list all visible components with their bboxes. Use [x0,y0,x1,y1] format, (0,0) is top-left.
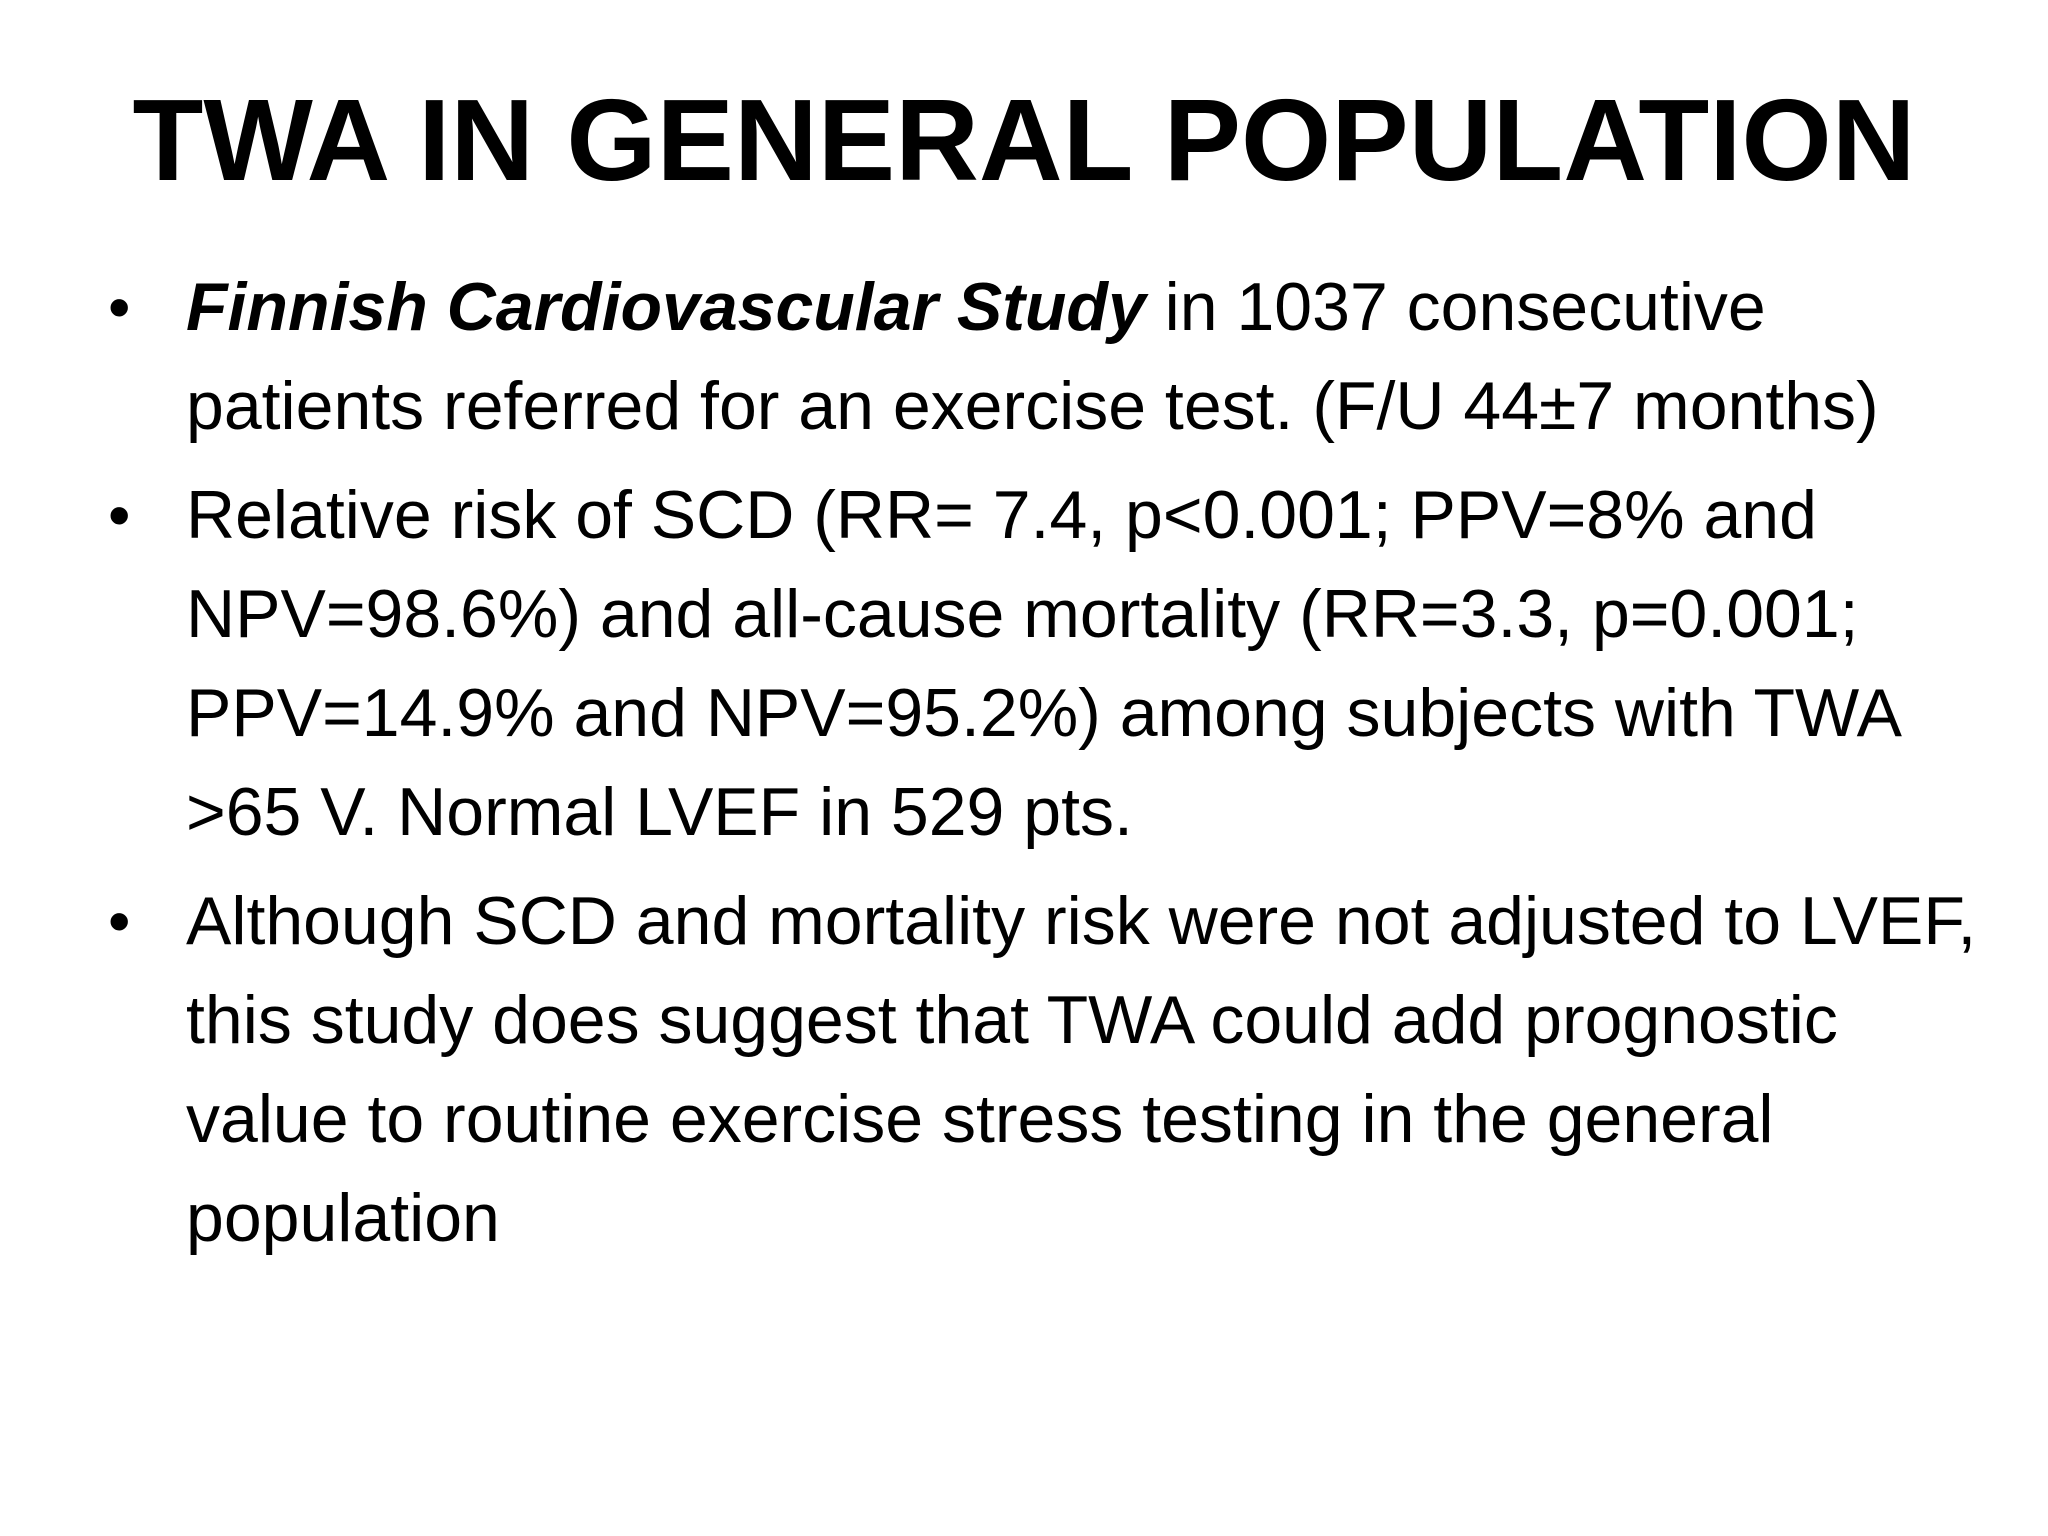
bullet-item-1: • Finnish Cardiovascular Study in 1037 c… [108,258,1988,456]
bullet-list: • Finnish Cardiovascular Study in 1037 c… [108,258,1988,1278]
bullet-item-3: • Although SCD and mortality risk were n… [108,872,1988,1268]
bullet-dot-icon: • [108,885,131,957]
slide-title: TWA IN GENERAL POPULATION [132,75,1916,205]
study-name: Finnish Cardiovascular Study [186,269,1146,345]
bullet-dot-icon: • [108,479,131,551]
bullet-text: Although SCD and mortality risk were not… [186,883,1977,1256]
bullet-dot-icon: • [108,271,131,343]
bullet-item-2: • Relative risk of SCD (RR= 7.4, p<0.001… [108,466,1988,862]
bullet-text: Relative risk of SCD (RR= 7.4, p<0.001; … [186,477,1899,850]
bullet-text: in 1037 consecutive patients referred fo… [186,269,1879,444]
